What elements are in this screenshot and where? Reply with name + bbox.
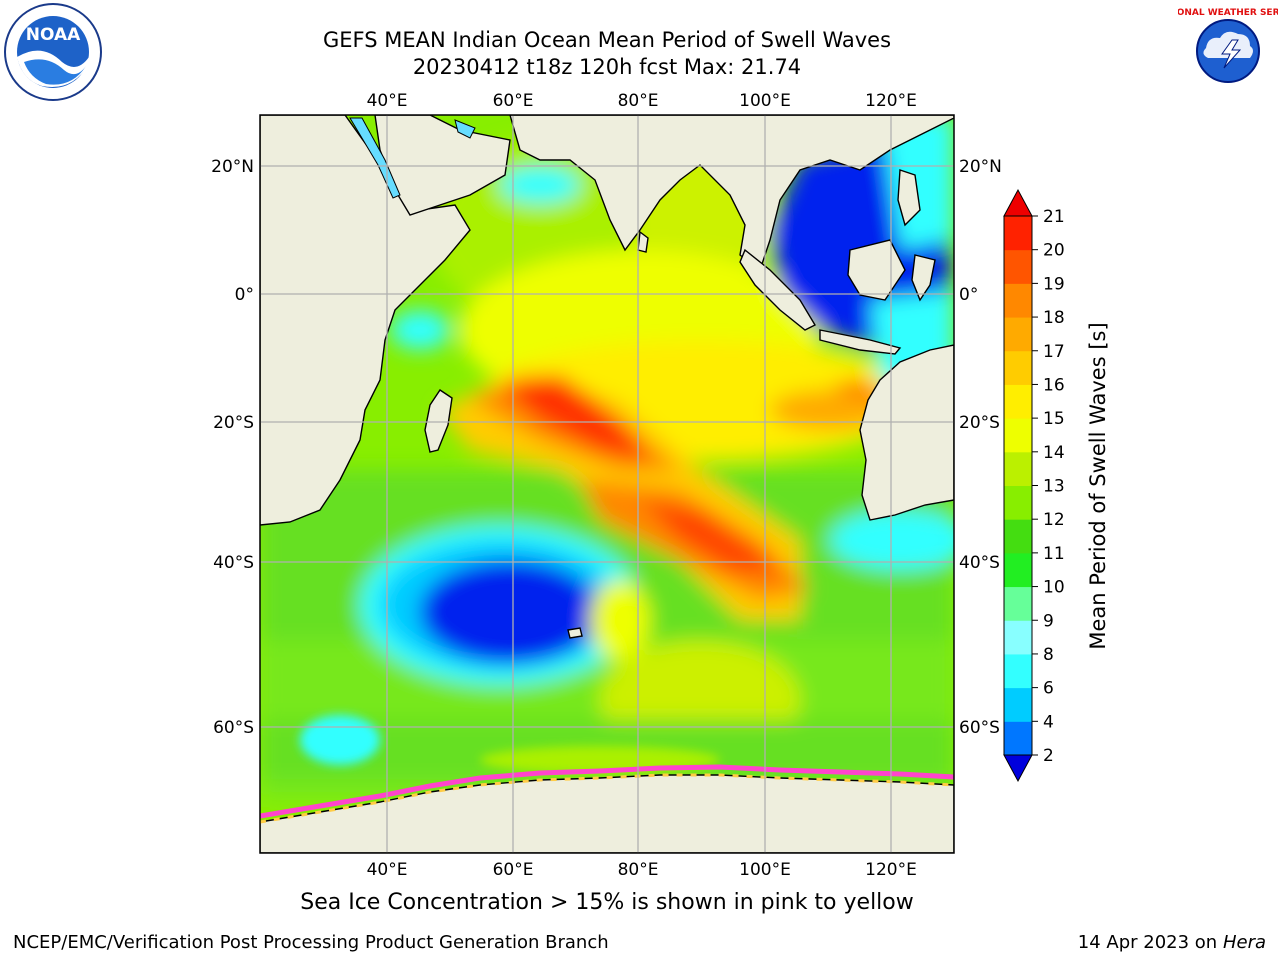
- noaa-logo-text: NOAA: [26, 25, 81, 45]
- lat-tick-left: 60°S: [213, 718, 254, 738]
- colorbar-segment: [1004, 283, 1032, 318]
- footer-branch: NCEP/EMC/Verification Post Processing Pr…: [13, 932, 609, 953]
- lat-tick-left: 0°: [235, 285, 254, 305]
- colorbar-segment: [1004, 687, 1032, 722]
- colorbar-tick-label: 6: [1043, 679, 1054, 699]
- colorbar-tick-label: 18: [1043, 308, 1065, 328]
- colorbar-tick-label: 16: [1043, 375, 1065, 395]
- map-subtitle: 20230412 t18z 120h fcst Max: 21.74: [412, 55, 802, 79]
- colorbar-tick-label: 11: [1043, 544, 1065, 564]
- colorbar-tick-label: 2: [1043, 746, 1054, 766]
- colorbar: 2 4 6 8 9 10 11 12 13 14 15 16 17 18 19 20 21: [1003, 188, 1065, 783]
- colorbar-tick-label: 21: [1043, 207, 1065, 227]
- colorbar-tick-label: 13: [1043, 477, 1065, 497]
- sri-lanka: [637, 230, 649, 253]
- lon-tick-bottom: 80°E: [618, 860, 659, 880]
- nws-logo: NATIONAL WEATHER SERVICE: [1153, 2, 1280, 104]
- graticule: [260, 115, 954, 853]
- noaa-logo: NOAA: [2, 2, 104, 106]
- sea-ice-edge: [260, 764, 954, 824]
- colorbar-under-arrow: [1003, 754, 1033, 783]
- india-asia: [509, 115, 954, 272]
- colorbar-tick-label: 8: [1043, 645, 1054, 665]
- kerguelen: [567, 627, 583, 639]
- lon-tick-bottom: 60°E: [493, 860, 534, 880]
- lon-tick-bottom: 40°E: [367, 860, 408, 880]
- colorbar-segment: [1004, 350, 1032, 385]
- colorbar-tick-label: 10: [1043, 578, 1065, 598]
- australia: [859, 344, 954, 521]
- colorbar-segment: [1004, 552, 1032, 588]
- lat-tick-left: 40°S: [213, 553, 254, 573]
- colorbar-tick-label: 9: [1043, 611, 1054, 631]
- lon-tick-top: 40°E: [367, 91, 408, 111]
- footer-date-text: 14 Apr 2023 on: [1077, 932, 1223, 953]
- colorbar-segment: [1004, 418, 1032, 453]
- lon-tick-bottom: 100°E: [739, 860, 791, 880]
- colorbar-segment: [1004, 451, 1032, 486]
- lat-tick-right: 60°S: [959, 718, 1000, 738]
- colorbar-segment: [1004, 519, 1032, 554]
- colorbar-label: Mean Period of Swell Waves [s]: [1086, 322, 1110, 649]
- colorbar-segment: [1004, 249, 1032, 284]
- sumatra: [739, 248, 816, 331]
- colorbar-segment: [1004, 721, 1032, 756]
- colorbar-segment: [1004, 216, 1032, 251]
- sulawesi: [911, 254, 936, 302]
- colorbar-tick-label: 20: [1043, 241, 1065, 261]
- footer-date: 14 Apr 2023 on Hera: [1078, 932, 1266, 953]
- swell-period-shading: [260, 115, 954, 800]
- sea-ice-note: Sea Ice Concentration > 15% is shown in …: [300, 890, 914, 915]
- colorbar-tick-label: 12: [1043, 510, 1065, 530]
- colorbar-segment: [1004, 620, 1032, 655]
- lon-tick-top: 60°E: [493, 91, 534, 111]
- map-frame: [259, 114, 955, 854]
- colorbar-tick-label: 4: [1043, 712, 1054, 732]
- colorbar-segment: [1004, 485, 1032, 520]
- lat-tick-right: 40°S: [959, 553, 1000, 573]
- colorbar-over-arrow: [1003, 188, 1033, 217]
- map-title: GEFS MEAN Indian Ocean Mean Period of Sw…: [322, 28, 892, 52]
- lat-tick-right: 0°: [959, 285, 978, 305]
- footer-machine: Hera: [1222, 932, 1266, 953]
- lat-tick-right: 20°S: [959, 413, 1000, 433]
- map-field: [260, 115, 954, 853]
- colorbar-segment: [1004, 384, 1032, 419]
- lat-tick-left: 20°N: [211, 157, 254, 177]
- philippines: [897, 169, 921, 227]
- antarctica: [260, 774, 954, 853]
- lat-tick-left: 20°S: [213, 413, 254, 433]
- java: [819, 329, 902, 355]
- lon-tick-bottom: 120°E: [865, 860, 917, 880]
- axis-tick-labels: 40°E 40°E 60°E 60°E 80°E 80°E 100°E 100°E 120°E 1…: [211, 91, 1002, 880]
- lon-tick-top: 80°E: [618, 91, 659, 111]
- colorbar-segment: [1004, 653, 1032, 689]
- nws-logo-text: NATIONAL WEATHER SERVICE: [1178, 8, 1278, 18]
- colorbar-tick-label: 14: [1043, 443, 1065, 463]
- lon-tick-top: 120°E: [865, 91, 917, 111]
- lon-tick-top: 100°E: [739, 91, 791, 111]
- colorbar-tick-label: 15: [1043, 409, 1065, 429]
- colorbar-segment: [1004, 317, 1032, 352]
- persian-gulf: [454, 119, 476, 139]
- colorbar-tick-label: 17: [1043, 342, 1065, 362]
- colorbar-segment: [1004, 586, 1032, 621]
- madagascar: [424, 389, 453, 453]
- colorbar-tick-label: 19: [1043, 274, 1065, 294]
- lat-tick-right: 20°N: [959, 157, 1002, 177]
